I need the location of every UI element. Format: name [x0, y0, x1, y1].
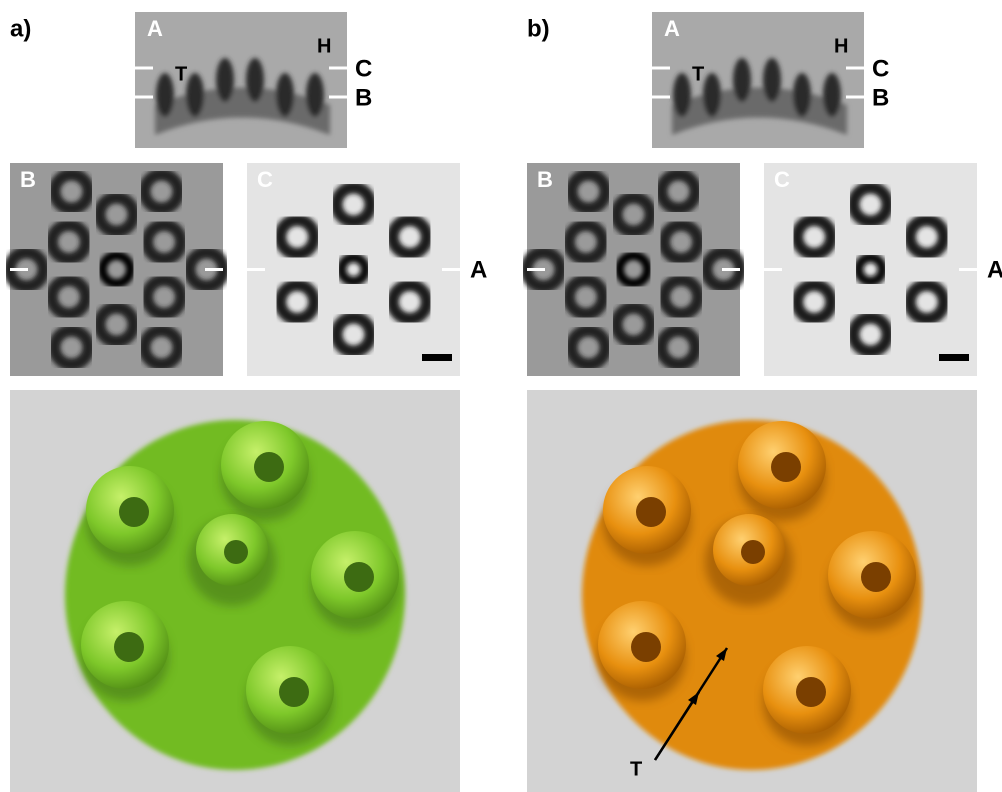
- density-blob: [216, 58, 234, 102]
- plane-label: B: [355, 84, 372, 111]
- slice-corner-label: A: [664, 16, 680, 41]
- density-blob: [823, 73, 841, 117]
- density-blob: [246, 58, 264, 102]
- plane-label: B: [872, 84, 889, 111]
- tube-hole: [279, 677, 309, 707]
- cross-slice: [764, 163, 977, 376]
- slice-corner-label: C: [774, 167, 790, 192]
- slice-corner-label: C: [257, 167, 273, 192]
- tube-hole: [224, 540, 248, 564]
- plane-label: A: [470, 256, 487, 283]
- tube-hole: [119, 497, 149, 527]
- cross-slice: [247, 163, 460, 376]
- density-blob: [793, 73, 811, 117]
- plane-label: A: [987, 256, 1002, 283]
- tube-hole: [636, 497, 666, 527]
- plane-label: C: [872, 55, 889, 82]
- tube-hole: [796, 677, 826, 707]
- tube-hole: [114, 632, 144, 662]
- slice-corner-label: A: [147, 16, 163, 41]
- panel-label: a): [10, 15, 31, 42]
- scale-bar: [422, 354, 452, 361]
- slice-mark: T: [175, 63, 187, 85]
- slice-mark: H: [834, 35, 848, 57]
- slice-corner-label: B: [20, 167, 36, 192]
- density-blob: [673, 73, 691, 117]
- annotation: T: [630, 758, 642, 780]
- tube-hole: [861, 562, 891, 592]
- tube-hole: [631, 632, 661, 662]
- render: [65, 420, 405, 770]
- tube-hole: [771, 452, 801, 482]
- slice-corner-label: B: [537, 167, 553, 192]
- density-blob: [306, 73, 324, 117]
- tube-hole: [344, 562, 374, 592]
- panel-label: b): [527, 15, 550, 42]
- render: [582, 420, 922, 770]
- plane-label: C: [355, 55, 372, 82]
- density-blob: [186, 73, 204, 117]
- density-blob: [703, 73, 721, 117]
- scale-bar: [939, 354, 969, 361]
- tube-hole: [741, 540, 765, 564]
- density-blob: [763, 58, 781, 102]
- density-blob: [733, 58, 751, 102]
- tube-hole: [254, 452, 284, 482]
- density-blob: [276, 73, 294, 117]
- figure: a)ATHCBBCAb)ATHCBBCAT: [0, 0, 1002, 792]
- slice-mark: T: [692, 63, 704, 85]
- slice-mark: H: [317, 35, 331, 57]
- density-blob: [156, 73, 174, 117]
